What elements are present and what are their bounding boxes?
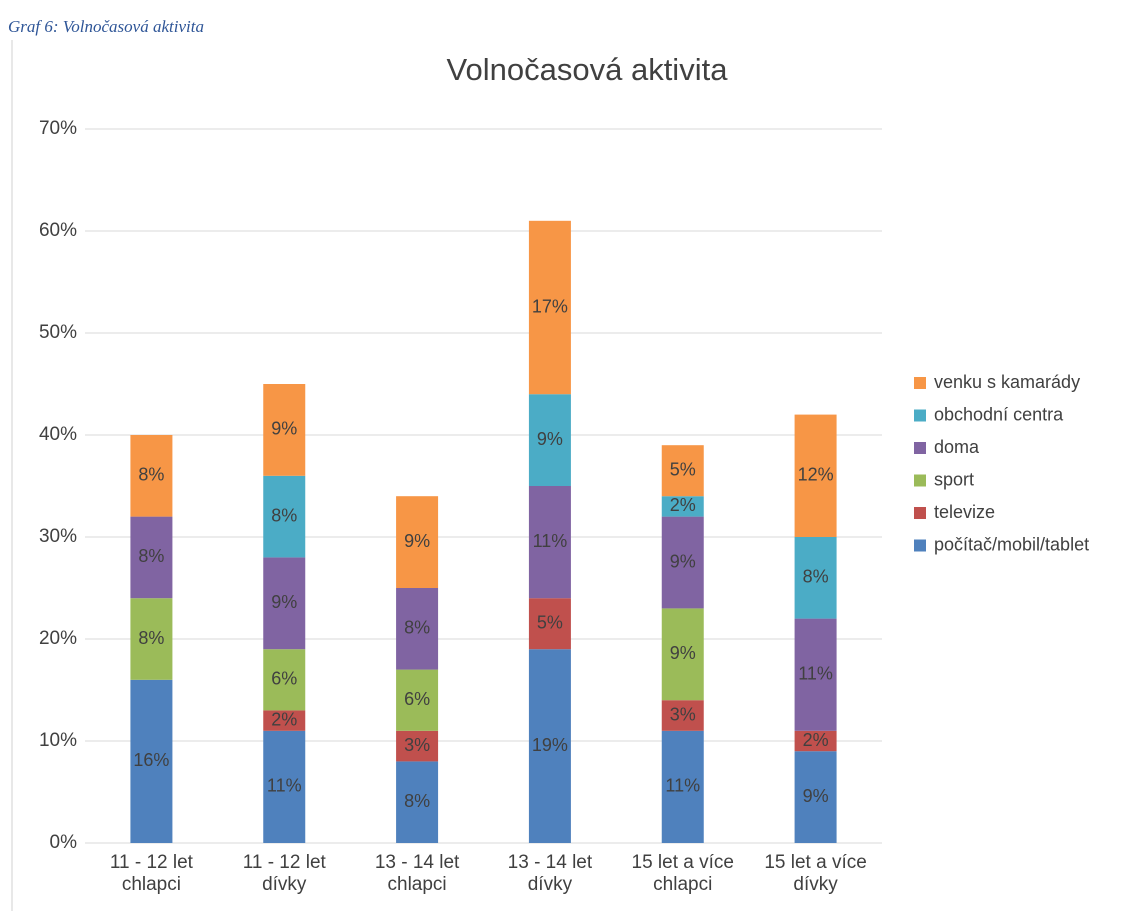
y-tick-label: 40%: [39, 424, 77, 445]
x-tick-label: chlapci: [388, 874, 447, 895]
bar-segment: [263, 384, 306, 476]
legend-label: sport: [934, 469, 974, 489]
legend-swatch: [914, 507, 926, 519]
legend-swatch: [914, 539, 926, 552]
legend-swatch: [914, 442, 926, 454]
x-tick-label: chlapci: [122, 874, 181, 895]
data-label: 6%: [271, 669, 297, 689]
y-tick-label: 70%: [39, 118, 77, 139]
x-tick-label: 13 - 14 let: [375, 852, 460, 873]
data-label: 11%: [798, 663, 833, 683]
data-label: 8%: [404, 618, 430, 638]
x-tick-label: dívky: [793, 874, 838, 895]
x-tick-label: 11 - 12 let: [243, 852, 327, 873]
data-label: 9%: [271, 419, 297, 439]
data-label: 3%: [670, 704, 696, 724]
bar-segment: [661, 700, 704, 731]
bar-segment: [528, 486, 571, 599]
data-label: 11%: [665, 776, 700, 796]
data-label: 2%: [803, 730, 829, 750]
data-label: 9%: [803, 786, 829, 806]
legend-swatch: [914, 409, 926, 422]
data-label: 8%: [803, 567, 829, 587]
bar-segment: [396, 669, 439, 731]
data-label: 6%: [404, 689, 430, 709]
x-tick-label: 15 let a více: [632, 852, 734, 873]
bar-segment: [661, 516, 704, 609]
legend-swatch: [914, 377, 926, 389]
data-label: 9%: [404, 531, 430, 551]
data-label: 17%: [532, 296, 568, 316]
x-tick-label: chlapci: [653, 874, 712, 895]
x-tick-label: dívky: [262, 874, 307, 895]
data-label: 11%: [267, 776, 302, 796]
data-label: 19%: [532, 735, 568, 755]
bar-segment: [263, 649, 306, 711]
data-label: 16%: [133, 750, 169, 770]
bar-segment: [263, 730, 306, 843]
bar-segment: [130, 598, 173, 680]
data-label: 8%: [271, 505, 297, 525]
legend-label: doma: [934, 437, 980, 457]
bar-segment: [794, 618, 837, 731]
bar-segment: [130, 516, 173, 599]
data-label: 5%: [670, 459, 696, 479]
data-label: 9%: [271, 592, 297, 612]
y-tick-label: 60%: [39, 220, 77, 241]
legend-label: televize: [934, 502, 995, 522]
bar-segment: [396, 730, 439, 762]
legend-label: počítač/mobil/tablet: [934, 534, 1089, 554]
bar-segment: [661, 608, 704, 701]
data-label: 2%: [670, 495, 696, 515]
bar-segment: [661, 730, 704, 843]
data-label: 9%: [670, 643, 696, 663]
data-label: 11%: [533, 531, 568, 551]
bar-segment: [263, 710, 306, 731]
data-label: 9%: [537, 429, 563, 449]
legend-label: venku s kamarády: [934, 372, 1080, 392]
data-label: 3%: [404, 735, 430, 755]
bar-segment: [396, 761, 439, 843]
bar-segment: [794, 730, 837, 752]
data-label: 12%: [798, 465, 834, 485]
x-tick-label: 13 - 14 let: [508, 852, 593, 873]
y-tick-label: 20%: [39, 628, 77, 649]
x-tick-label: dívky: [528, 874, 573, 895]
bar-segment: [794, 751, 837, 843]
x-tick-label: 11 - 12 let: [110, 852, 194, 873]
y-tick-label: 30%: [39, 526, 77, 547]
data-label: 8%: [138, 628, 164, 648]
y-tick-label: 0%: [50, 832, 78, 853]
bar-segment: [263, 557, 306, 650]
bar-segment: [794, 414, 837, 537]
legend-label: obchodní centra: [934, 404, 1064, 424]
bar-segment: [528, 649, 571, 843]
data-label: 8%: [138, 546, 164, 566]
y-tick-label: 50%: [39, 322, 77, 343]
x-tick-label: 15 let a více: [764, 852, 866, 873]
data-label: 2%: [271, 709, 297, 729]
bar-segment: [528, 598, 571, 650]
bar-segment: [263, 475, 306, 558]
bar-segment: [528, 220, 571, 395]
data-label: 9%: [670, 551, 696, 571]
data-label: 5%: [537, 612, 563, 632]
data-label: 8%: [404, 791, 430, 811]
chart-title: Volnočasová aktivita: [447, 52, 729, 87]
bar-segment: [794, 537, 837, 619]
data-label: 8%: [138, 465, 164, 485]
bar-segment: [396, 496, 439, 588]
bar-segment: [130, 679, 173, 843]
bar-segment: [661, 445, 704, 497]
bar-segment: [661, 496, 704, 517]
y-tick-label: 10%: [39, 730, 77, 751]
bar-segment: [130, 435, 173, 517]
caption: Graf 6: Volnočasová aktivita: [8, 17, 204, 36]
bar-segment: [396, 588, 439, 670]
bar-segment: [528, 394, 571, 486]
legend-swatch: [914, 474, 926, 487]
